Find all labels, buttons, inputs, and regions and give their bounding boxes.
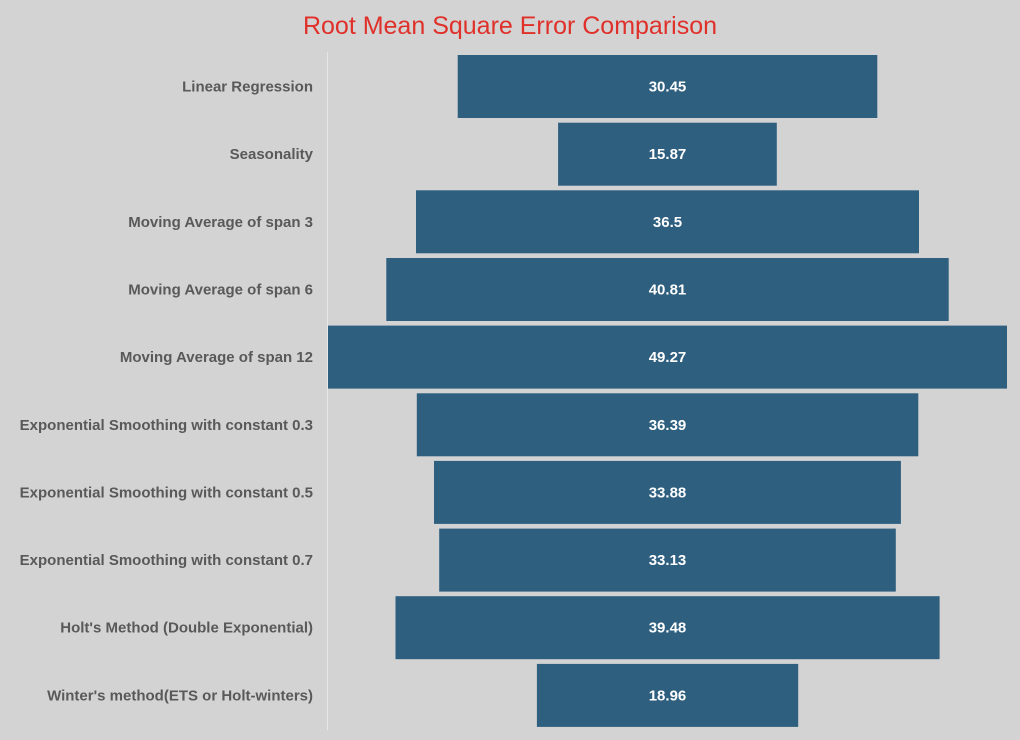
bar	[457, 55, 878, 118]
bar	[386, 258, 949, 321]
bar	[328, 325, 1007, 389]
bar	[536, 663, 799, 727]
bar	[434, 460, 901, 524]
category-label: Linear Regression	[182, 79, 313, 96]
category-label: Exponential Smoothing with constant 0.7	[20, 552, 313, 569]
value-label: 33.88	[649, 484, 687, 501]
value-label: 18.96	[649, 687, 687, 704]
category-label: Exponential Smoothing with constant 0.3	[20, 417, 313, 434]
chart-title: Root Mean Square Error Comparison	[303, 12, 717, 40]
value-label: 15.87	[649, 146, 687, 163]
bar	[416, 190, 919, 254]
category-label: Exponential Smoothing with constant 0.5	[20, 484, 313, 501]
bar	[558, 122, 777, 186]
category-label: Holt's Method (Double Exponential)	[60, 620, 313, 637]
value-label: 40.81	[649, 282, 687, 299]
category-label: Seasonality	[230, 146, 314, 163]
bars-layer	[328, 55, 1007, 727]
category-labels: Linear Regression Seasonality Moving Avera…	[20, 79, 314, 705]
value-labels: 30.45 15.87 36.5 40.81 49.27 36.39 33.88 33.13 3…	[649, 79, 687, 705]
category-label: Moving Average of span 3	[128, 214, 313, 231]
value-label: 49.27	[649, 349, 687, 366]
value-label: 39.48	[649, 620, 687, 637]
bar	[439, 528, 896, 592]
category-label: Moving Average of span 6	[128, 282, 313, 299]
value-label: 36.39	[649, 417, 687, 434]
value-label: 36.5	[653, 214, 682, 231]
category-label: Moving Average of span 12	[120, 349, 313, 366]
bar	[416, 393, 919, 457]
value-label: 33.13	[649, 552, 687, 569]
bar	[395, 596, 940, 660]
category-label: Winter's method(ETS or Holt-winters)	[47, 687, 313, 704]
value-label: 30.45	[649, 79, 687, 96]
